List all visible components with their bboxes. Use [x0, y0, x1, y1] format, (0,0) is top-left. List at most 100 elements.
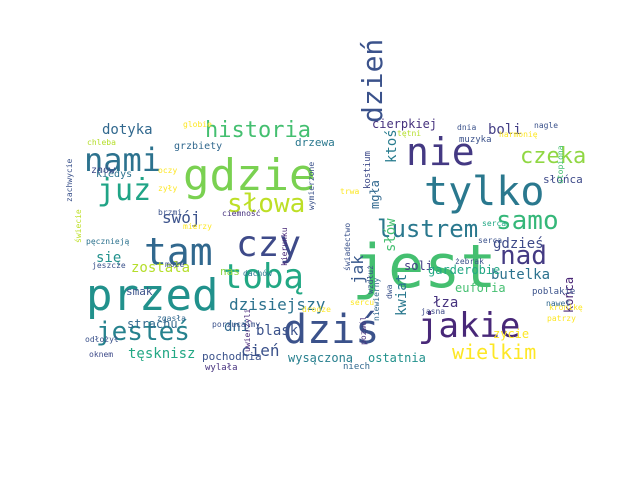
cloud-word: tęsknisz — [128, 346, 195, 362]
cloud-word: nami — [84, 141, 161, 179]
cloud-word: zgasła — [157, 314, 186, 323]
cloud-word: jesteś — [96, 317, 190, 347]
cloud-word: świecie — [73, 209, 83, 243]
cloud-word: strachu — [127, 317, 178, 331]
cloud-word: pęcznieją — [86, 237, 130, 246]
cloud-word: dotyka — [102, 122, 153, 138]
cloud-word: żebrak — [455, 257, 484, 266]
cloud-word: kiedys — [96, 169, 132, 180]
cloud-word: serca — [478, 236, 502, 245]
cloud-word: dzień — [356, 39, 389, 123]
cloud-word: poblakie — [532, 287, 575, 297]
cloud-word: dzisiejszy — [229, 295, 326, 314]
cloud-word: mierzy — [183, 222, 212, 231]
cloud-word: soli — [404, 259, 433, 273]
cloud-word: znów — [91, 164, 116, 176]
cloud-word: się — [96, 250, 121, 266]
cloud-word: nie — [406, 130, 475, 174]
cloud-word: jak — [348, 255, 367, 284]
cloud-word: cierpkiej — [372, 117, 437, 131]
cloud-word: trwa — [340, 187, 359, 196]
cloud-word: patrzy — [547, 314, 576, 323]
cloud-word: kronikę — [549, 303, 583, 312]
cloud-word: cień — [241, 341, 280, 360]
cloud-word: wylała — [205, 363, 238, 373]
cloud-word: jakie — [418, 306, 520, 346]
cloud-word: ktoś — [384, 129, 400, 163]
cloud-word: dni — [224, 319, 249, 335]
cloud-word: tylko — [424, 169, 544, 215]
cloud-word: końca — [562, 277, 576, 313]
cloud-word: harmonię — [499, 130, 538, 139]
cloud-word: muzyka — [459, 135, 492, 145]
cloud-word: dnia — [457, 123, 476, 132]
cloud-word: tam — [144, 230, 213, 274]
cloud-word: słońca — [543, 173, 583, 186]
cloud-word: nagle — [534, 121, 558, 130]
cloud-word: wysączona — [288, 351, 353, 365]
cloud-word: euforia — [455, 281, 506, 295]
cloud-word: uwierzyli — [243, 308, 252, 352]
cloud-word: ostatnia — [368, 351, 426, 365]
cloud-word: nad — [500, 241, 547, 271]
cloud-word: globie — [183, 120, 212, 129]
cloud-word: czeka — [520, 144, 586, 169]
cloud-word: mgła — [368, 180, 382, 209]
cloud-word: jeszcze — [92, 261, 126, 270]
cloud-word: dziś — [283, 307, 379, 353]
cloud-word: samo — [496, 206, 559, 236]
cloud-word: kierunku — [280, 227, 289, 266]
cloud-word: tobą — [222, 257, 304, 297]
cloud-word: brzmi — [158, 208, 182, 217]
cloud-word: oczy — [158, 166, 177, 175]
cloud-word: lustrem — [377, 215, 478, 243]
cloud-word: gdzieś — [493, 236, 544, 252]
cloud-word: oknem — [89, 350, 113, 359]
cloud-word: nawet — [546, 299, 570, 308]
cloud-word: swój — [162, 208, 201, 227]
cloud-word: garderobie — [428, 263, 500, 277]
cloud-word: przed — [86, 270, 218, 321]
cloud-word: pozwól — [358, 316, 368, 345]
cloud-word: gdzie — [183, 150, 315, 201]
cloud-word: czy — [236, 224, 301, 265]
cloud-word: słowa — [227, 189, 305, 219]
cloud-word: porzucajmy — [212, 320, 260, 329]
cloud-word: wielkim — [452, 340, 536, 364]
cloud-word: blask — [256, 323, 299, 339]
cloud-word: utopiona — [556, 145, 565, 184]
cloud-word: niewierny — [372, 277, 381, 321]
cloud-word: wymierzone — [307, 162, 316, 210]
cloud-word: łza — [433, 295, 458, 311]
cloud-word: dwa — [385, 284, 394, 299]
cloud-word: jasna — [421, 307, 445, 316]
cloud-word: może — [165, 260, 184, 269]
cloud-word: dachów — [243, 268, 272, 278]
cloud-word: grzbiety — [174, 141, 222, 152]
cloud-word: już — [97, 173, 151, 208]
cloud-word: zyły — [158, 184, 177, 193]
cloud-word: jest — [352, 232, 497, 302]
cloud-word: smak — [126, 285, 153, 298]
cloud-word: historia — [205, 118, 311, 143]
cloud-word: ciemność — [222, 208, 261, 218]
cloud-word: tętni — [397, 129, 421, 138]
cloud-word: chleba — [87, 138, 116, 147]
cloud-word: świadectwo — [342, 223, 352, 271]
cloud-word: boli — [488, 122, 522, 138]
cloud-word: odłożył — [85, 335, 119, 344]
cloud-word: nas — [220, 265, 240, 278]
cloud-word: serca — [482, 219, 506, 228]
cloud-word: drodze — [302, 305, 331, 314]
cloud-word: zachwycie — [65, 158, 74, 202]
cloud-word: kwiat — [394, 274, 410, 316]
cloud-word: pochodnia — [202, 350, 262, 363]
cloud-word: zycie — [493, 327, 529, 341]
cloud-word: niech — [343, 362, 370, 372]
cloud-word: butelka — [491, 267, 550, 283]
cloud-word: kostium — [363, 151, 373, 189]
cloud-word: wzdłuż — [366, 265, 375, 294]
cloud-word: drzewa — [295, 136, 335, 149]
cloud-word: została — [131, 260, 190, 276]
